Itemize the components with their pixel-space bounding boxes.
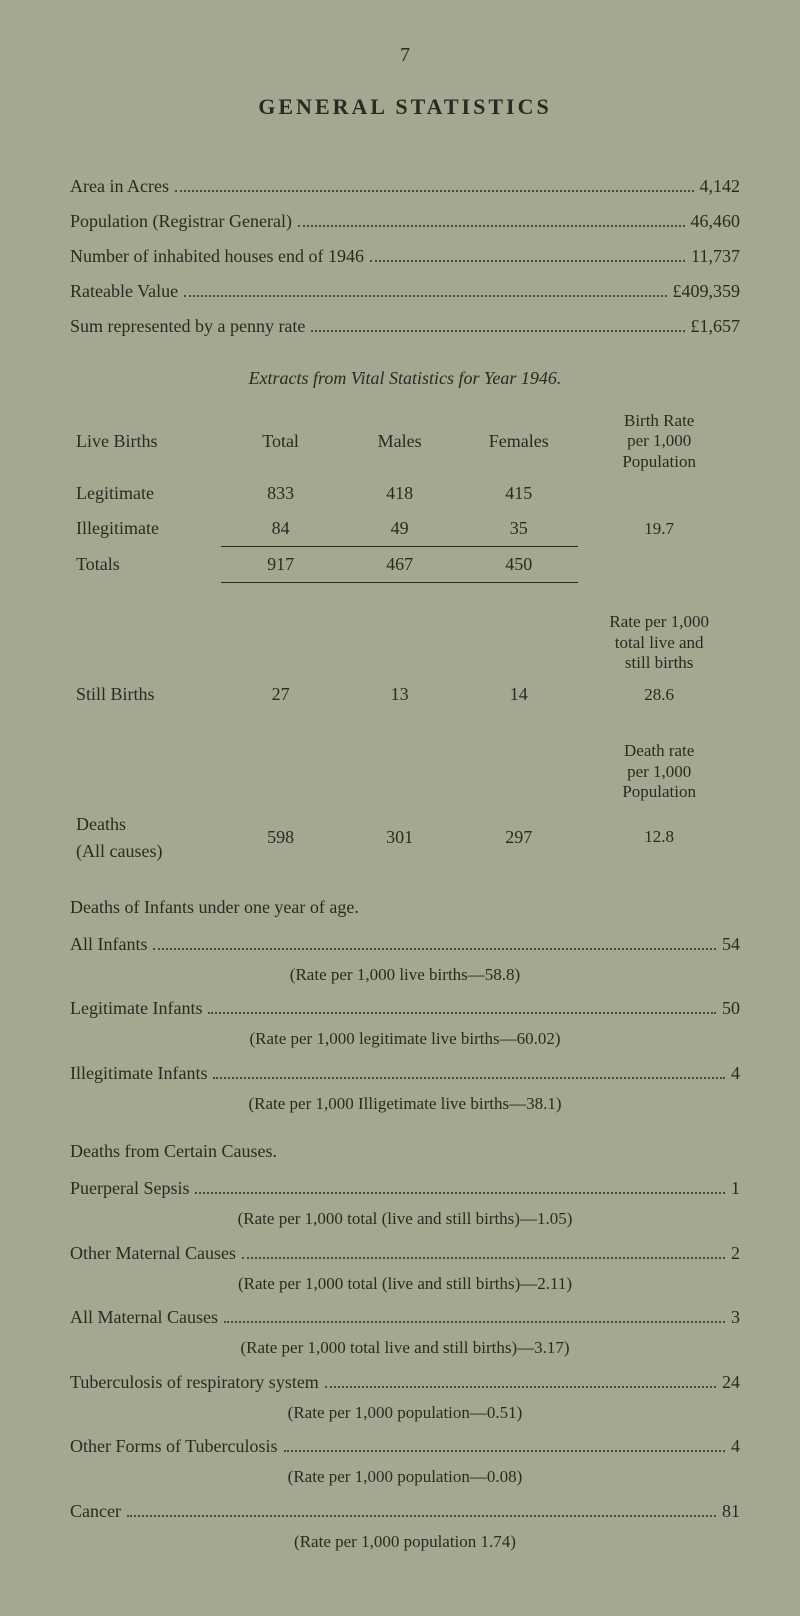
summary-value: 46,460 <box>691 208 741 235</box>
cell: 27 <box>221 677 340 712</box>
cell: 917 <box>221 547 340 583</box>
table-row: Legitimate 833 418 415 19.7 <box>70 476 740 511</box>
rate-note: (Rate per 1,000 Illigetimate live births… <box>70 1091 740 1117</box>
page-number: 7 <box>70 40 740 70</box>
deaths-table: Death rate per 1,000 Population Deaths (… <box>70 737 740 868</box>
summary-value: 4,142 <box>700 173 741 200</box>
dotted-leader <box>175 176 694 192</box>
rate-value: 28.6 <box>578 677 740 712</box>
cell: 418 <box>340 476 459 511</box>
cell: 833 <box>221 476 340 511</box>
row-label: Deaths (All causes) <box>70 807 221 869</box>
cause-row: Other Forms of Tuberculosis4 <box>70 1433 740 1460</box>
rate-note: (Rate per 1,000 legitimate live births—6… <box>70 1026 740 1052</box>
infant-row: Illegitimate Infants 4 <box>70 1060 740 1087</box>
cause-rows: Puerperal Sepsis1 (Rate per 1,000 total … <box>70 1175 740 1554</box>
table-row: Still Births 27 13 14 28.6 <box>70 677 740 712</box>
cell: 297 <box>459 807 578 869</box>
rate-note: (Rate per 1,000 total (live and still bi… <box>70 1206 740 1232</box>
summary-value: £1,657 <box>691 313 741 340</box>
cell: 450 <box>459 547 578 583</box>
cell: 598 <box>221 807 340 869</box>
rate-note: (Rate per 1,000 population—0.51) <box>70 1400 740 1426</box>
rate-note: (Rate per 1,000 population 1.74) <box>70 1529 740 1555</box>
cell: 415 <box>459 476 578 511</box>
rate-value: 19.7 <box>578 476 740 583</box>
summary-row: Sum represented by a penny rate £1,657 <box>70 313 740 340</box>
col-header: Live Births <box>70 407 221 476</box>
summary-row: Number of inhabited houses end of 1946 1… <box>70 243 740 270</box>
cause-row: Cancer81 <box>70 1498 740 1525</box>
summary-row: Population (Registrar General) 46,460 <box>70 208 740 235</box>
dotted-leader <box>184 281 666 297</box>
causes-heading: Deaths from Certain Causes. <box>70 1138 740 1165</box>
row-label: Illegitimate <box>70 511 221 547</box>
still-births-table: Rate per 1,000 total live and still birt… <box>70 608 740 712</box>
rate-note: (Rate per 1,000 total (live and still bi… <box>70 1271 740 1297</box>
rate-note: (Rate per 1,000 total live and still bir… <box>70 1335 740 1361</box>
rate-value: 12.8 <box>578 807 740 869</box>
rate-header: Death rate per 1,000 Population <box>578 737 740 806</box>
summary-row: Area in Acres 4,142 <box>70 173 740 200</box>
summary-row: Rateable Value £409,359 <box>70 278 740 305</box>
extracts-heading: Extracts from Vital Statistics for Year … <box>70 365 740 392</box>
rate-header-row: Death rate per 1,000 Population <box>70 737 740 806</box>
infant-row: All Infants 54 <box>70 931 740 958</box>
summary-block: Area in Acres 4,142 Population (Registra… <box>70 173 740 340</box>
infant-rows: All Infants 54 (Rate per 1,000 live birt… <box>70 931 740 1117</box>
cell: 84 <box>221 511 340 547</box>
infant-row: Legitimate Infants 50 <box>70 995 740 1022</box>
page: 7 GENERAL STATISTICS Area in Acres 4,142… <box>0 0 800 1616</box>
row-label: Totals <box>70 547 221 583</box>
summary-label: Number of inhabited houses end of 1946 <box>70 243 364 270</box>
table-row: Deaths (All causes) 598 301 297 12.8 <box>70 807 740 869</box>
cell: 13 <box>340 677 459 712</box>
cause-row: Other Maternal Causes2 <box>70 1240 740 1267</box>
cell: 49 <box>340 511 459 547</box>
dotted-leader <box>311 316 684 332</box>
rate-note: (Rate per 1,000 live births—58.8) <box>70 962 740 988</box>
summary-label: Sum represented by a penny rate <box>70 313 305 340</box>
row-label: Legitimate <box>70 476 221 511</box>
cell: 35 <box>459 511 578 547</box>
rate-note: (Rate per 1,000 population—0.08) <box>70 1464 740 1490</box>
col-header: Total <box>221 407 340 476</box>
cause-row: Tuberculosis of respiratory system24 <box>70 1369 740 1396</box>
table-header-row: Live Births Total Males Females Birth Ra… <box>70 407 740 476</box>
dotted-leader <box>370 246 685 262</box>
dotted-leader <box>298 211 685 227</box>
row-label: Still Births <box>70 677 221 712</box>
cell: 301 <box>340 807 459 869</box>
cause-row: Puerperal Sepsis1 <box>70 1175 740 1202</box>
rate-header: Rate per 1,000 total live and still birt… <box>578 608 740 677</box>
infants-heading: Deaths of Infants under one year of age. <box>70 894 740 921</box>
col-header: Females <box>459 407 578 476</box>
rate-header: Birth Rate per 1,000 Population <box>578 407 740 476</box>
summary-value: £409,359 <box>673 278 741 305</box>
summary-label: Population (Registrar General) <box>70 208 292 235</box>
summary-label: Area in Acres <box>70 173 169 200</box>
col-header: Males <box>340 407 459 476</box>
rate-header-row: Rate per 1,000 total live and still birt… <box>70 608 740 677</box>
page-title: GENERAL STATISTICS <box>70 90 740 123</box>
cell: 14 <box>459 677 578 712</box>
summary-value: 11,737 <box>691 243 740 270</box>
summary-label: Rateable Value <box>70 278 178 305</box>
cell: 467 <box>340 547 459 583</box>
births-table: Live Births Total Males Females Birth Ra… <box>70 407 740 583</box>
cause-row: All Maternal Causes3 <box>70 1304 740 1331</box>
